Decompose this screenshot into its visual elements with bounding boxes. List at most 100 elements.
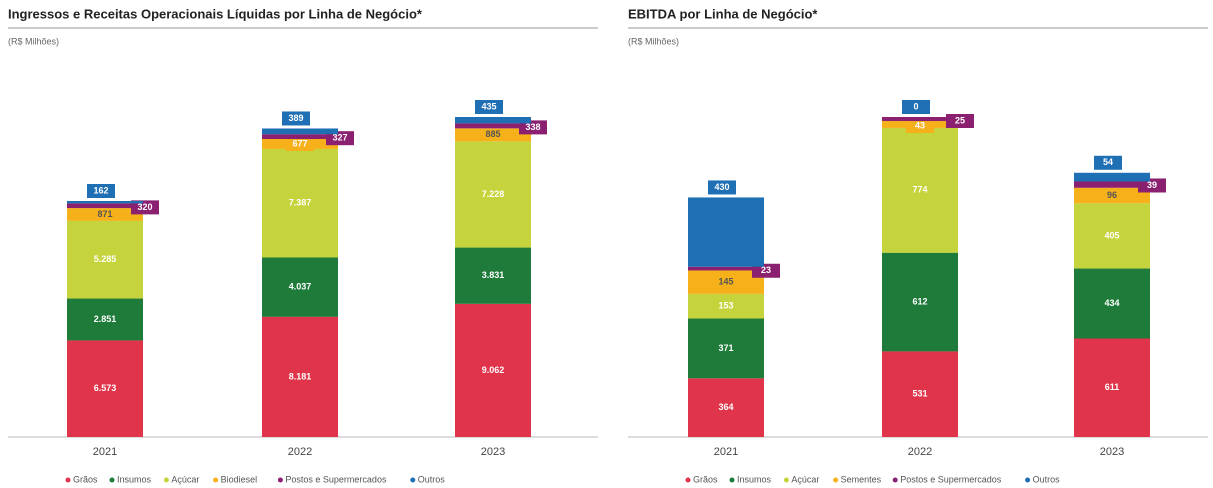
chart-title: Ingressos e Receitas Operacionais Líquid… (8, 6, 423, 21)
bar-segment (455, 303, 531, 437)
bar-segment (455, 141, 531, 248)
data-label: 430 (714, 182, 729, 192)
legend-swatch (410, 477, 416, 483)
label-box (519, 120, 547, 135)
legend-label: Outros (418, 474, 446, 484)
label-box (752, 263, 780, 278)
bar-segment (262, 257, 338, 317)
bar-segment (67, 220, 143, 299)
data-label: 39 (1147, 180, 1157, 190)
data-label: 54 (1103, 157, 1113, 167)
bar-segment (688, 318, 764, 379)
label-box (87, 184, 115, 199)
legend-label: Açúcar (791, 474, 819, 484)
bar-segment (67, 201, 143, 204)
legend-label: Insumos (117, 474, 152, 484)
bar-segment (882, 117, 958, 122)
data-label: 677 (292, 138, 307, 148)
label-box (475, 100, 503, 114)
bar-segment (67, 340, 143, 437)
x-tick-label: 2023 (481, 446, 505, 458)
data-label: 327 (332, 133, 347, 143)
legend-label: Insumos (737, 474, 772, 484)
data-label: 435 (481, 101, 496, 111)
data-label: 7.387 (289, 198, 312, 208)
label-box (902, 100, 930, 114)
data-label: 5.285 (94, 254, 117, 264)
x-tick-label: 2023 (1100, 446, 1124, 458)
legend-label: Grãos (73, 474, 98, 484)
bar-segment (1074, 338, 1150, 437)
bar-segment (688, 270, 764, 294)
data-label: 7.228 (482, 189, 505, 199)
data-label: 611 (1105, 382, 1120, 392)
data-label: 96 (1107, 190, 1117, 200)
x-tick-label: 2022 (908, 446, 932, 458)
legend-label: Postos e Supermercados (285, 474, 387, 484)
bar-segment (1074, 187, 1150, 204)
bar-segment (262, 134, 338, 139)
label-box (1138, 178, 1166, 193)
data-label: 320 (137, 202, 152, 212)
label-box (1094, 155, 1122, 170)
legend-swatch (892, 477, 898, 483)
chart-title: EBITDA por Linha de Negócio* (628, 6, 818, 21)
legend-swatch (729, 477, 735, 483)
data-label: 8.181 (289, 371, 312, 381)
bar-segment (455, 117, 531, 124)
bar-segment (688, 197, 764, 267)
label-box (946, 114, 974, 128)
data-label: 145 (718, 277, 733, 287)
data-label: 0 (913, 101, 918, 111)
data-label: 23 (761, 265, 771, 275)
bar-segment (262, 128, 338, 135)
data-label: 434 (1104, 298, 1119, 308)
bar-segment (1074, 181, 1150, 188)
x-tick-label: 2022 (288, 446, 312, 458)
bar-segment (262, 148, 338, 258)
legend-swatch (833, 477, 839, 483)
data-label: 2.851 (94, 314, 117, 324)
legend-swatch (213, 477, 219, 483)
data-label: 364 (718, 402, 733, 412)
legend-swatch (783, 477, 789, 483)
bar-segment (455, 123, 531, 129)
x-tick-label: 2021 (93, 446, 117, 458)
data-label: 338 (525, 122, 540, 132)
data-label: 389 (288, 113, 303, 123)
bar-segment (688, 293, 764, 319)
bar-segment (1074, 268, 1150, 339)
legend-label: Sementes (841, 474, 882, 484)
bar-segment (882, 351, 958, 437)
legend-label: Outros (1033, 474, 1061, 484)
label-box (286, 136, 314, 151)
legend-swatch (277, 477, 283, 483)
data-label: 4.037 (289, 282, 312, 292)
label-box (282, 111, 310, 126)
bar-segment (688, 266, 764, 271)
data-label: 43 (915, 120, 925, 130)
data-label: 9.062 (482, 365, 505, 375)
label-box (131, 200, 159, 215)
data-label: 162 (93, 185, 108, 195)
bar-segment (882, 252, 958, 352)
bar-segment (1074, 172, 1150, 182)
data-label: 25 (955, 115, 965, 125)
label-box (326, 131, 354, 146)
data-label: 871 (97, 209, 112, 219)
bar-segment (67, 208, 143, 221)
legend-label: Grãos (693, 474, 718, 484)
legend-swatch (65, 477, 71, 483)
legend-label: Açúcar (171, 474, 199, 484)
data-label: 612 (912, 296, 927, 306)
legend-swatch (109, 477, 115, 483)
data-label: 371 (718, 343, 733, 353)
label-box (906, 119, 934, 134)
legend-swatch (685, 477, 691, 483)
label-box (708, 180, 736, 195)
bar-segment (455, 247, 531, 304)
chart-subtitle: (R$ Milhões) (8, 36, 59, 46)
bar-segment (1074, 203, 1150, 269)
bar-segment (67, 203, 143, 209)
legend-swatch (163, 477, 169, 483)
